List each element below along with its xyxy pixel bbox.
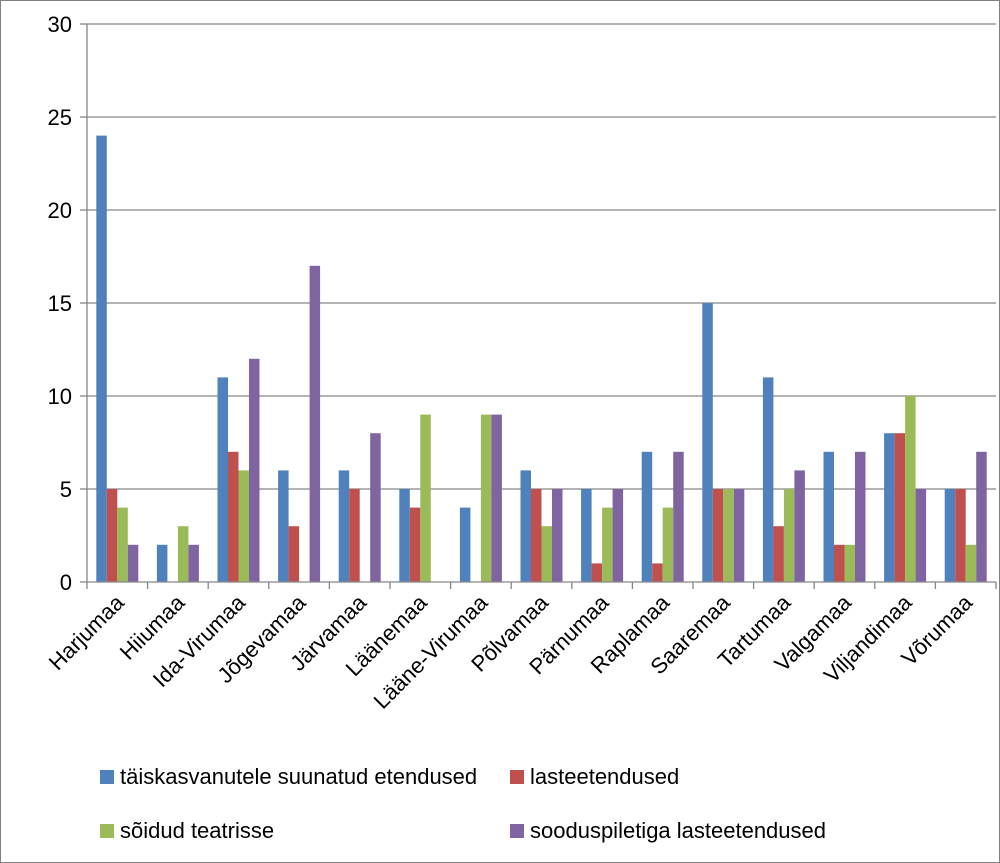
y-tick-label: 30 (48, 12, 72, 37)
x-tick-label: Harjumaa (44, 589, 130, 675)
bar (641, 451, 653, 582)
bar (188, 544, 199, 582)
bar (762, 377, 774, 582)
bar (228, 451, 239, 582)
bar (106, 489, 118, 582)
bar (177, 526, 189, 582)
bar (520, 470, 531, 582)
bar (459, 507, 471, 582)
y-tick-labels: 0 5 10 15 20 25 30 (48, 12, 72, 595)
bar (733, 489, 745, 582)
bar (844, 544, 855, 582)
bar (965, 544, 977, 582)
bar (773, 526, 784, 582)
bar (541, 526, 552, 582)
bar (712, 489, 724, 582)
bar (349, 489, 360, 582)
bar (370, 433, 381, 582)
legend-label-1: täiskasvanutele suunatud etendused (120, 764, 478, 789)
legend-swatch-4 (510, 824, 524, 838)
bar (673, 451, 684, 582)
legend: täiskasvanutele suunatud etendused laste… (100, 764, 980, 854)
legend-label-3: sõidud teatrisse (120, 818, 275, 843)
bar (409, 507, 421, 582)
bar (127, 544, 139, 582)
legend-item-4: sooduspiletiga lasteetendused (510, 818, 826, 844)
bar (249, 358, 260, 582)
bar (662, 507, 674, 582)
legend-item-1: täiskasvanutele suunatud etendused (100, 764, 477, 790)
bar (976, 451, 987, 582)
bar (723, 489, 734, 582)
bar (944, 489, 956, 582)
bar (399, 489, 410, 582)
y-tick-label: 10 (48, 384, 72, 409)
bar (823, 451, 834, 582)
legend-label-4: sooduspiletiga lasteetendused (530, 818, 827, 843)
legend-swatch-3 (100, 824, 114, 838)
bar (834, 544, 845, 582)
y-tick-label: 5 (60, 477, 72, 502)
bar (591, 563, 603, 582)
bar (783, 489, 795, 582)
bar (884, 433, 895, 582)
y-tick-label: 15 (48, 291, 72, 316)
bar (602, 507, 613, 582)
bar (238, 470, 249, 582)
legend-swatch-1 (100, 770, 114, 784)
bar (702, 303, 713, 582)
axes (80, 23, 997, 589)
bar (794, 470, 805, 582)
legend-item-2: lasteetendused (510, 764, 679, 790)
legend-item-3: sõidud teatrisse (100, 818, 274, 844)
bar (278, 470, 289, 582)
x-tick-labels: HarjumaaHiiumaaIda-VirumaaJõgevamaaJärva… (44, 589, 978, 713)
bar (491, 414, 502, 582)
bar (288, 526, 300, 582)
y-tick-label: 20 (48, 198, 72, 223)
y-tick-label: 0 (60, 570, 72, 595)
bar (855, 451, 866, 582)
bar (480, 414, 492, 582)
bar (531, 489, 542, 582)
gridlines (87, 23, 996, 490)
bar (420, 414, 431, 582)
bar (652, 563, 663, 582)
bar (915, 489, 927, 582)
y-tick-label: 25 (48, 105, 72, 130)
bar (955, 489, 966, 582)
bar (338, 470, 350, 582)
bar (96, 135, 107, 582)
legend-label-2: lasteetendused (530, 764, 680, 789)
bar (117, 507, 128, 582)
bar (894, 433, 906, 582)
bar (905, 396, 916, 582)
bar (552, 489, 563, 582)
bar (581, 489, 592, 582)
bar (309, 265, 321, 582)
bar (217, 377, 228, 582)
bars (96, 135, 987, 582)
legend-swatch-2 (510, 770, 524, 784)
bar (156, 544, 168, 582)
bar (612, 489, 624, 582)
